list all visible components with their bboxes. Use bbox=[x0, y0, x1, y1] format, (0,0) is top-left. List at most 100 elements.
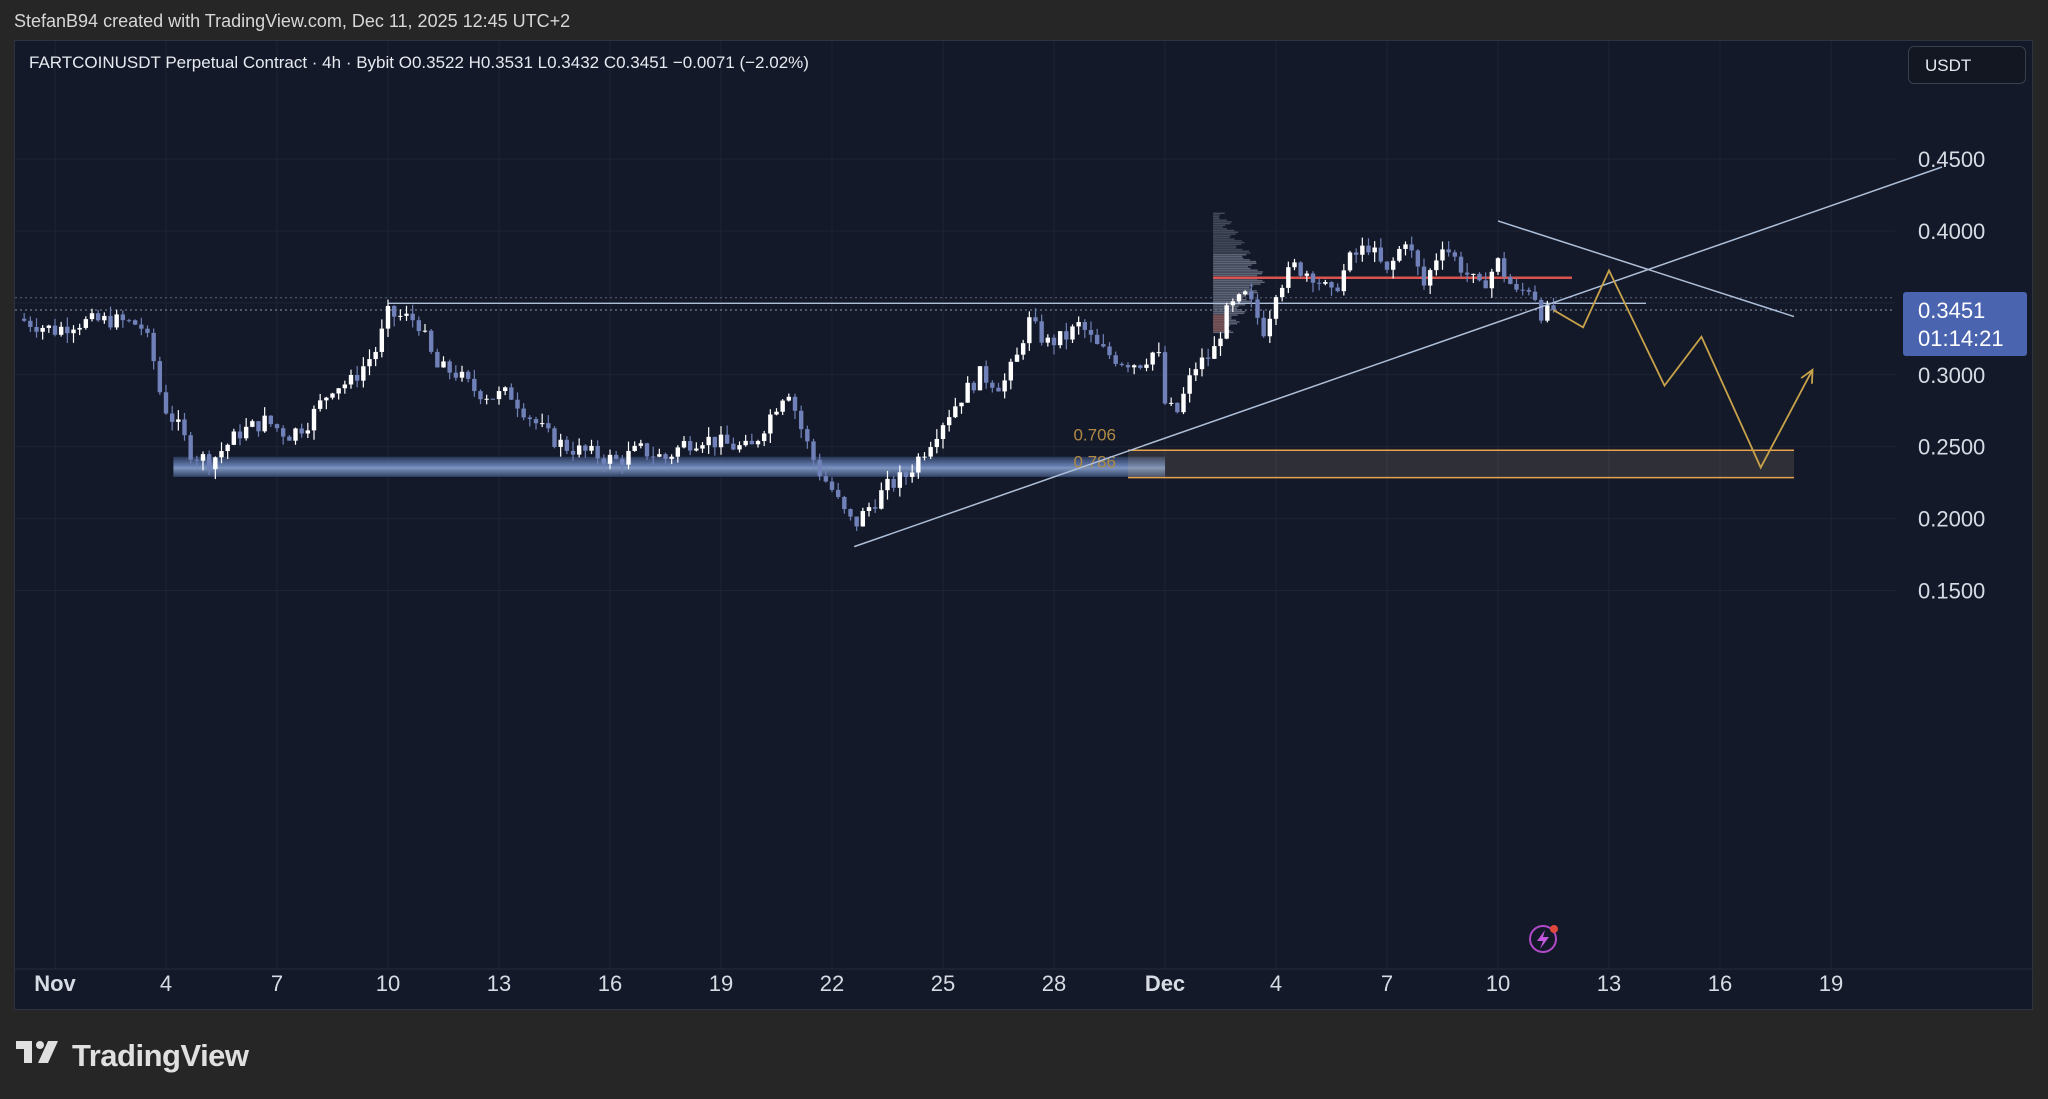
lightning-ring bbox=[1529, 925, 1557, 953]
candle bbox=[817, 453, 822, 481]
candle-body bbox=[681, 441, 687, 448]
volume-bar bbox=[1213, 241, 1245, 244]
candle bbox=[1353, 248, 1359, 263]
candle-body bbox=[1415, 250, 1421, 267]
candle-body bbox=[348, 374, 354, 385]
candle-body bbox=[188, 435, 193, 460]
candle bbox=[1150, 351, 1155, 371]
volume-bar bbox=[1213, 250, 1249, 252]
candle-body bbox=[1409, 244, 1414, 251]
candle bbox=[675, 445, 681, 463]
candle-body bbox=[1212, 346, 1217, 359]
candle-body bbox=[1471, 273, 1476, 275]
candle-body bbox=[1329, 282, 1334, 288]
candle-body bbox=[237, 431, 243, 439]
candle-body bbox=[52, 325, 58, 335]
time-axis[interactable]: Nov 4 7 10 13 16 19 22 25 28 Dec 4 7 10 13 16 19 bbox=[15, 968, 2034, 996]
candle-body bbox=[262, 415, 267, 432]
tradingview-footer[interactable]: TradingView bbox=[14, 1035, 249, 1075]
trendlines[interactable] bbox=[853, 166, 1943, 548]
candle-body bbox=[965, 382, 970, 403]
candle bbox=[909, 464, 915, 483]
candle bbox=[897, 465, 903, 497]
candle bbox=[1255, 293, 1260, 325]
candle-body bbox=[1045, 337, 1051, 343]
candle bbox=[1292, 258, 1297, 271]
lightning-icon[interactable] bbox=[1529, 925, 1558, 953]
candle-body bbox=[811, 441, 816, 460]
volume-bar bbox=[1213, 264, 1252, 266]
candle-body bbox=[1020, 343, 1026, 355]
volume-bar bbox=[1213, 229, 1235, 232]
candle-body bbox=[1051, 337, 1057, 346]
candle bbox=[206, 450, 212, 476]
candle bbox=[601, 454, 607, 473]
candle-body bbox=[231, 431, 237, 445]
candle bbox=[872, 499, 878, 514]
candle bbox=[373, 346, 378, 367]
candle-body bbox=[163, 392, 169, 414]
candle bbox=[620, 455, 625, 474]
candle-body bbox=[102, 315, 107, 321]
x-tick-label: 28 bbox=[1042, 971, 1066, 996]
candle-body bbox=[293, 428, 298, 441]
price-axis[interactable]: 0.15000.20000.25000.30000.35000.40000.45… bbox=[1918, 147, 1985, 603]
candle-body bbox=[410, 313, 415, 321]
candle-body bbox=[1187, 375, 1192, 394]
candle-body bbox=[613, 454, 619, 459]
projection-arrowhead bbox=[1800, 367, 1814, 384]
candle-body bbox=[268, 415, 274, 425]
candle-body bbox=[817, 459, 822, 477]
candle bbox=[1064, 322, 1069, 350]
candle bbox=[342, 380, 348, 394]
candle bbox=[885, 470, 890, 500]
candle-body bbox=[1273, 297, 1279, 319]
volume-bar bbox=[1213, 300, 1252, 302]
candle bbox=[780, 399, 785, 416]
candle bbox=[1082, 319, 1088, 339]
candle bbox=[1341, 263, 1347, 296]
candle-body bbox=[589, 445, 594, 451]
candle bbox=[1520, 282, 1525, 296]
candle-body bbox=[539, 423, 545, 425]
candle-body bbox=[1088, 329, 1094, 335]
candle bbox=[842, 495, 847, 514]
volume-bar bbox=[1213, 293, 1253, 296]
candle bbox=[1249, 283, 1254, 308]
candle-body bbox=[120, 314, 126, 321]
candle bbox=[1390, 257, 1396, 279]
candle-body bbox=[453, 372, 459, 378]
candle-body bbox=[786, 396, 792, 401]
candle-body bbox=[256, 421, 261, 432]
candle bbox=[268, 415, 274, 427]
candle-body bbox=[89, 313, 95, 320]
candle bbox=[139, 317, 144, 336]
candle bbox=[1199, 348, 1205, 377]
volume-bar bbox=[1213, 233, 1236, 235]
candle-body bbox=[373, 351, 378, 360]
candle bbox=[385, 299, 391, 337]
candle-body bbox=[1304, 273, 1310, 276]
trendline bbox=[1497, 220, 1795, 318]
candle bbox=[416, 316, 422, 336]
currency-button[interactable]: USDT bbox=[1908, 46, 2026, 84]
candle bbox=[940, 422, 946, 449]
volume-bar bbox=[1213, 235, 1231, 237]
candle bbox=[922, 452, 927, 461]
candle-body bbox=[1144, 364, 1149, 368]
volume-bar bbox=[1213, 247, 1237, 249]
volume-bar bbox=[1213, 260, 1257, 263]
symbol-legend[interactable]: FARTCOINUSDT Perpetual Contract · 4h · B… bbox=[29, 53, 809, 72]
candle-body bbox=[940, 425, 946, 439]
candle bbox=[1360, 237, 1365, 262]
candle-body bbox=[872, 507, 878, 509]
projection-path[interactable] bbox=[1553, 268, 1814, 470]
candle bbox=[1230, 298, 1236, 313]
candle bbox=[558, 433, 563, 457]
candle-body bbox=[1162, 352, 1168, 404]
candle-body bbox=[342, 384, 348, 389]
candle bbox=[231, 428, 237, 446]
